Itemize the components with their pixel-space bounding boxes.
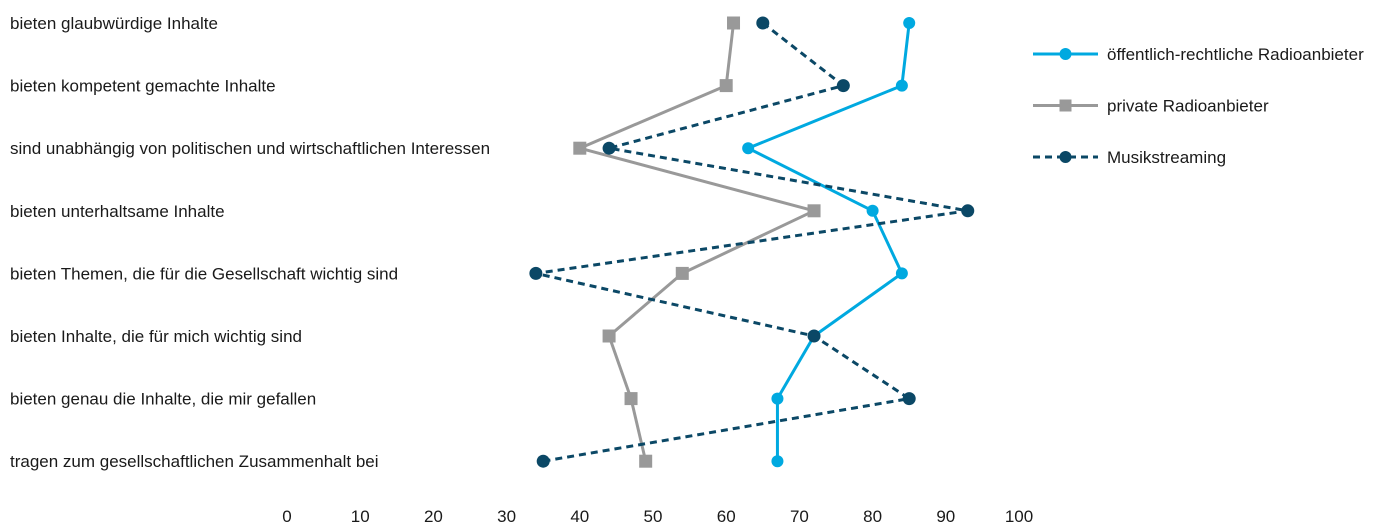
legend-item-oeffentlich-rechtliche-radioanbieter: öffentlich-rechtliche Radioanbieter bbox=[1033, 45, 1364, 64]
category-label: sind unabhängig von politischen und wirt… bbox=[10, 139, 490, 158]
data-point-oeffentlich-rechtliche-radioanbieter bbox=[895, 79, 908, 92]
legend-marker bbox=[1059, 48, 1072, 60]
plot-area bbox=[529, 16, 975, 468]
category-label: bieten Themen, die für die Gesellschaft … bbox=[10, 264, 398, 283]
x-tick-label: 80 bbox=[863, 507, 882, 526]
category-label: bieten Inhalte, die für mich wichtig sin… bbox=[10, 327, 302, 346]
legend-marker bbox=[1059, 99, 1072, 112]
x-tick-label: 10 bbox=[351, 507, 370, 526]
data-point-musikstreaming bbox=[602, 141, 616, 155]
legend-label: private Radioanbieter bbox=[1107, 97, 1269, 116]
x-tick-label: 70 bbox=[790, 507, 809, 526]
category-label: bieten genau die Inhalte, die mir gefall… bbox=[10, 390, 316, 409]
data-point-oeffentlich-rechtliche-radioanbieter bbox=[903, 17, 916, 29]
data-point-oeffentlich-rechtliche-radioanbieter bbox=[771, 455, 784, 468]
data-point-private-radioanbieter bbox=[719, 79, 733, 93]
series-line-musikstreaming bbox=[534, 21, 970, 463]
legend-marker bbox=[1059, 151, 1072, 163]
data-point-private-radioanbieter bbox=[602, 329, 616, 343]
category-labels: bieten glaubwürdige Inhalte bieten kompet… bbox=[10, 14, 490, 471]
data-point-oeffentlich-rechtliche-radioanbieter bbox=[866, 204, 879, 217]
category-label: bieten kompetent gemachte Inhalte bbox=[10, 77, 276, 96]
x-tick-label: 30 bbox=[497, 507, 516, 526]
x-tick-label: 60 bbox=[717, 507, 736, 526]
category-label: bieten unterhaltsame Inhalte bbox=[10, 202, 225, 221]
x-tick-label: 0 bbox=[282, 507, 291, 526]
data-point-musikstreaming bbox=[902, 392, 916, 406]
x-tick-label: 90 bbox=[936, 507, 955, 526]
data-point-musikstreaming bbox=[536, 454, 550, 468]
category-label: tragen zum gesellschaftlichen Zusammenha… bbox=[10, 452, 379, 471]
data-point-musikstreaming bbox=[836, 79, 850, 93]
category-label: bieten glaubwürdige Inhalte bbox=[10, 14, 218, 33]
data-point-private-radioanbieter bbox=[624, 392, 638, 406]
data-point-musikstreaming bbox=[807, 329, 821, 343]
data-point-oeffentlich-rechtliche-radioanbieter bbox=[895, 267, 908, 280]
legend-label: Musikstreaming bbox=[1107, 148, 1226, 167]
data-point-private-radioanbieter bbox=[807, 204, 821, 218]
series-oeffentlich-rechtliche-radioanbieter bbox=[742, 17, 916, 468]
legend: öffentlich-rechtliche Radioanbieter priva… bbox=[1033, 45, 1364, 167]
series-private-radioanbieter bbox=[573, 16, 821, 468]
legend-item-musikstreaming: Musikstreaming bbox=[1033, 148, 1226, 167]
data-point-private-radioanbieter bbox=[639, 454, 653, 468]
x-tick-label: 40 bbox=[570, 507, 589, 526]
data-point-private-radioanbieter bbox=[727, 16, 741, 30]
data-point-musikstreaming bbox=[756, 16, 770, 30]
data-point-private-radioanbieter bbox=[675, 266, 689, 280]
data-point-musikstreaming bbox=[529, 266, 543, 280]
x-tick-label: 20 bbox=[424, 507, 443, 526]
legend-label: öffentlich-rechtliche Radioanbieter bbox=[1107, 45, 1364, 64]
x-axis-tick-labels: 0 10 20 30 40 50 60 70 80 90 100 bbox=[282, 507, 1033, 526]
series-musikstreaming bbox=[529, 16, 975, 468]
series-line-oeffentlich-rechtliche-radioanbieter bbox=[746, 22, 911, 462]
x-tick-label: 100 bbox=[1005, 507, 1033, 526]
legend-item-private-radioanbieter: private Radioanbieter bbox=[1033, 97, 1269, 116]
data-point-private-radioanbieter bbox=[573, 141, 587, 155]
data-point-oeffentlich-rechtliche-radioanbieter bbox=[742, 142, 755, 155]
x-tick-label: 50 bbox=[644, 507, 663, 526]
data-point-musikstreaming bbox=[961, 204, 975, 218]
data-point-oeffentlich-rechtliche-radioanbieter bbox=[771, 392, 784, 405]
